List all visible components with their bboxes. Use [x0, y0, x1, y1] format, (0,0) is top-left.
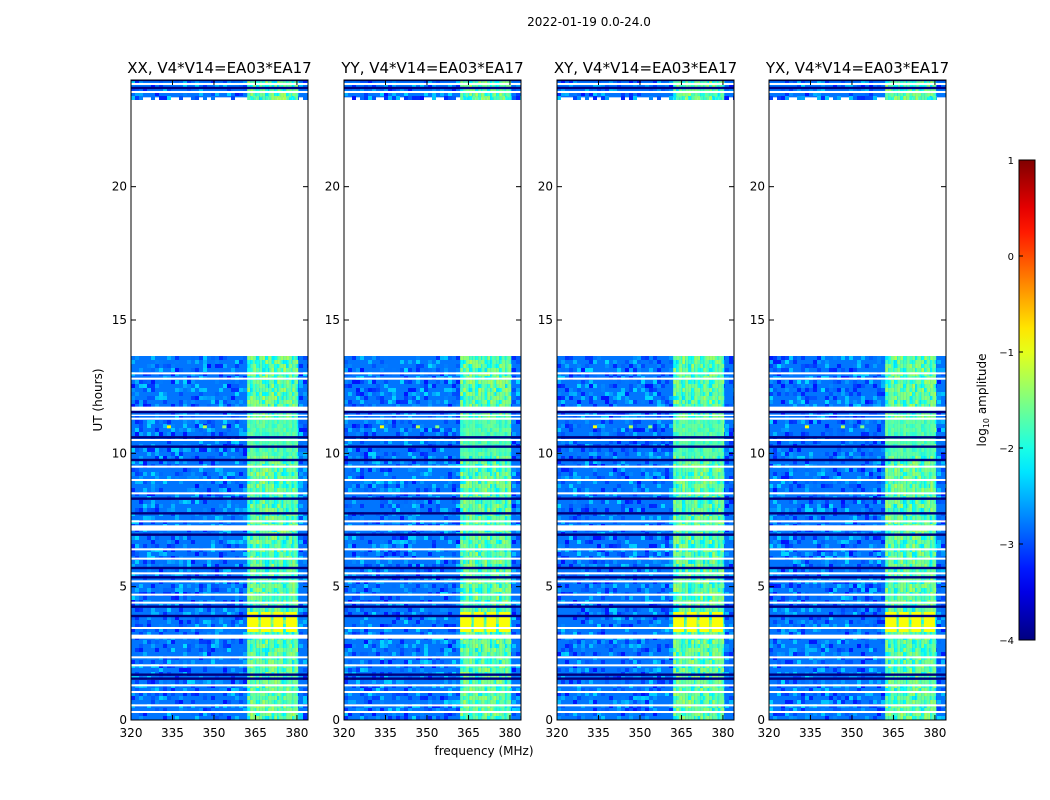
- panel-frame: [556, 79, 735, 721]
- y-tick-label: 5: [332, 580, 340, 594]
- x-tick-label: 335: [799, 726, 822, 740]
- colorbar-tick-label: −4: [999, 636, 1014, 647]
- y-tick-label: 0: [545, 713, 553, 727]
- heatmap-image: [769, 80, 946, 720]
- x-tick-label: 335: [374, 726, 397, 740]
- y-tick-label: 15: [325, 313, 340, 327]
- colorbar-tick-label: −2: [999, 444, 1014, 455]
- panel-frame: [343, 79, 522, 721]
- y-tick-label: 10: [538, 446, 553, 460]
- x-tick-label: 380: [923, 726, 946, 740]
- y-tick-label: 20: [112, 180, 127, 194]
- panel-1: YY, V4*V14=EA03*EA17 320 335 350 365 380 0 5 10 1…: [325, 59, 524, 740]
- y-tick-label: 20: [538, 180, 553, 194]
- colorbar-tick-label: −1: [999, 348, 1014, 359]
- x-tick-label: 320: [758, 726, 781, 740]
- x-tick-label: 350: [629, 726, 652, 740]
- colorbar-tick-label: 1: [1008, 156, 1014, 167]
- y-tick-label: 15: [538, 313, 553, 327]
- x-tick-label: 320: [546, 726, 569, 740]
- colorbar-label-subscript: 10: [982, 418, 991, 428]
- y-tick-label: 0: [757, 713, 765, 727]
- panel-2: XY, V4*V14=EA03*EA17 320 335 350 365 380 0 5 10 1…: [538, 59, 737, 740]
- y-tick-label: 15: [750, 313, 765, 327]
- heatmap-image: [344, 80, 521, 720]
- heatmap-image: [557, 80, 734, 720]
- x-axis-label: frequency (MHz): [434, 744, 533, 758]
- panels-group: XX, V4*V14=EA03*EA17 320 335 350 365 380 0 5 10 1…: [112, 59, 949, 740]
- x-tick-label: 380: [285, 726, 308, 740]
- panel-title: XY, V4*V14=EA03*EA17: [554, 59, 737, 77]
- x-tick-label: 380: [498, 726, 521, 740]
- panel-frame: [768, 79, 947, 721]
- y-tick-label: 10: [112, 446, 127, 460]
- x-tick-label: 350: [203, 726, 226, 740]
- y-tick-label: 10: [325, 446, 340, 460]
- x-tick-label: 380: [711, 726, 734, 740]
- colorbar-label-suffix: amplitude: [975, 354, 989, 418]
- y-tick-label: 5: [545, 580, 553, 594]
- panel-0: XX, V4*V14=EA03*EA17 320 335 350 365 380 0 5 10 1…: [112, 59, 312, 740]
- y-tick-label: 5: [757, 580, 765, 594]
- colorbar-tick-label: −3: [999, 540, 1014, 551]
- panel-title: YY, V4*V14=EA03*EA17: [340, 59, 523, 77]
- x-tick-label: 365: [457, 726, 480, 740]
- panel-title: XX, V4*V14=EA03*EA17: [127, 59, 311, 77]
- colorbar-label-prefix: log: [975, 428, 989, 446]
- panel-3: YX, V4*V14=EA03*EA17 320 335 350 365 380 0 5 10 1…: [750, 59, 949, 740]
- panel-title: YX, V4*V14=EA03*EA17: [765, 59, 949, 77]
- x-tick-label: 365: [244, 726, 267, 740]
- x-tick-label: 320: [333, 726, 356, 740]
- heatmap-image: [131, 80, 308, 720]
- x-tick-label: 350: [841, 726, 864, 740]
- y-tick-label: 10: [750, 446, 765, 460]
- y-tick-label: 15: [112, 313, 127, 327]
- y-tick-label: 20: [750, 180, 765, 194]
- x-tick-label: 365: [670, 726, 693, 740]
- colorbar-tick-label: 0: [1008, 252, 1014, 263]
- colorbar-label: log10 amplitude: [975, 354, 991, 447]
- y-tick-label: 0: [119, 713, 127, 727]
- x-tick-label: 335: [587, 726, 610, 740]
- y-axis-label: UT (hours): [91, 368, 105, 431]
- x-tick-label: 320: [120, 726, 143, 740]
- x-tick-label: 350: [416, 726, 439, 740]
- y-tick-label: 0: [332, 713, 340, 727]
- figure-suptitle: 2022-01-19 0.0-24.0: [527, 15, 651, 29]
- x-tick-label: 365: [882, 726, 905, 740]
- y-tick-label: 20: [325, 180, 340, 194]
- colorbar-gradient: [1018, 159, 1036, 641]
- panel-frame: [130, 79, 309, 721]
- y-tick-label: 5: [119, 580, 127, 594]
- colorbar: 1 0 −1 −2 −3 −4: [999, 156, 1036, 647]
- x-tick-label: 335: [161, 726, 184, 740]
